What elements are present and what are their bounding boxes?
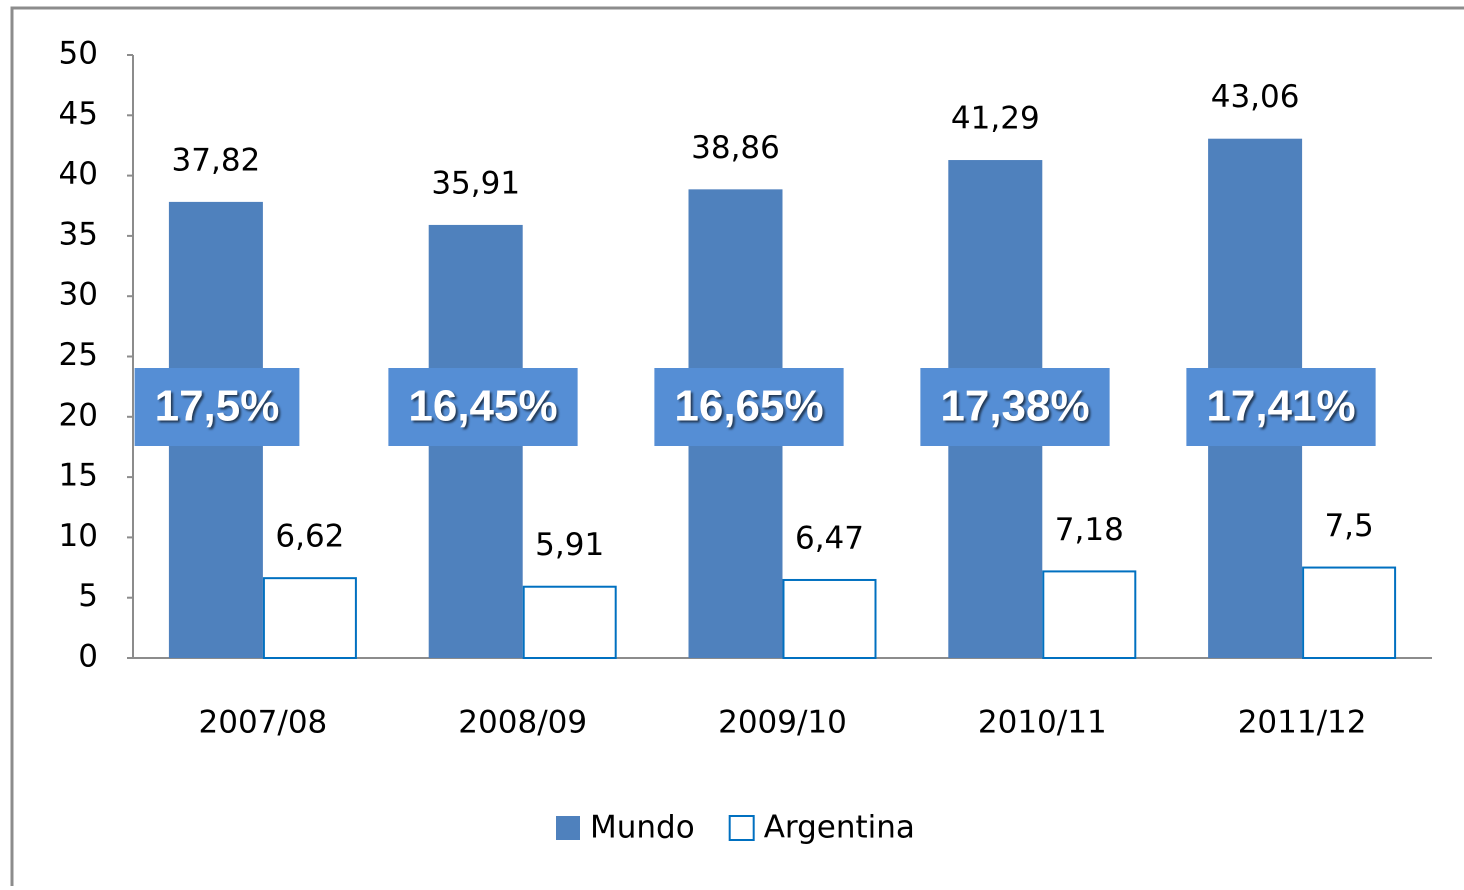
annotation-box [920, 368, 1110, 446]
y-tick-label: 15 [59, 458, 98, 494]
legend-label: Mundo [590, 810, 695, 846]
y-tick-label: 20 [59, 397, 98, 433]
y-tick-label: 0 [78, 639, 98, 675]
annotation-text: 16,45% [408, 382, 557, 431]
x-tick-label: 2007/08 [199, 705, 328, 741]
annotation-text: 17,5% [155, 382, 280, 431]
y-tick-label: 25 [59, 337, 98, 373]
annotation-text: 16,65% [674, 382, 823, 431]
y-tick-label: 45 [59, 96, 98, 132]
bar [1042, 570, 1137, 659]
legend-swatch [556, 816, 580, 840]
annotation-box [134, 368, 300, 446]
annotation-box [1186, 368, 1376, 446]
data-label: 35,91 [431, 165, 520, 201]
legend-label: Argentina [764, 810, 915, 846]
data-label: 41,29 [951, 101, 1040, 137]
y-tick-label: 40 [59, 156, 98, 192]
data-label: 7,5 [1324, 508, 1373, 544]
bar [262, 577, 357, 659]
data-label: 38,86 [691, 130, 780, 166]
data-label: 7,18 [1055, 512, 1124, 548]
x-tick-label: 2011/12 [1238, 705, 1367, 741]
data-label: 43,06 [1211, 79, 1300, 115]
data-label: 5,91 [535, 527, 604, 563]
annotation-box [388, 368, 578, 446]
x-tick-label: 2008/09 [458, 705, 587, 741]
bar [522, 585, 617, 659]
data-label: 37,82 [172, 142, 261, 178]
x-tick-label: 2010/11 [978, 705, 1107, 741]
annotation-box [654, 368, 844, 446]
annotation-text: 17,38% [940, 382, 1089, 431]
bar [782, 578, 877, 659]
data-label: 6,47 [795, 520, 864, 556]
y-tick-label: 30 [59, 277, 98, 313]
annotation-text: 17,41% [1206, 382, 1355, 431]
x-tick-label: 2009/10 [718, 705, 847, 741]
y-tick-label: 35 [59, 216, 98, 252]
y-tick-label: 10 [59, 518, 98, 554]
bar [1302, 566, 1397, 659]
legend-swatch [728, 815, 755, 841]
chart-frame [10, 6, 1464, 890]
y-tick-label: 5 [78, 578, 98, 614]
y-tick-label: 50 [59, 36, 98, 72]
data-label: 6,62 [275, 519, 344, 555]
